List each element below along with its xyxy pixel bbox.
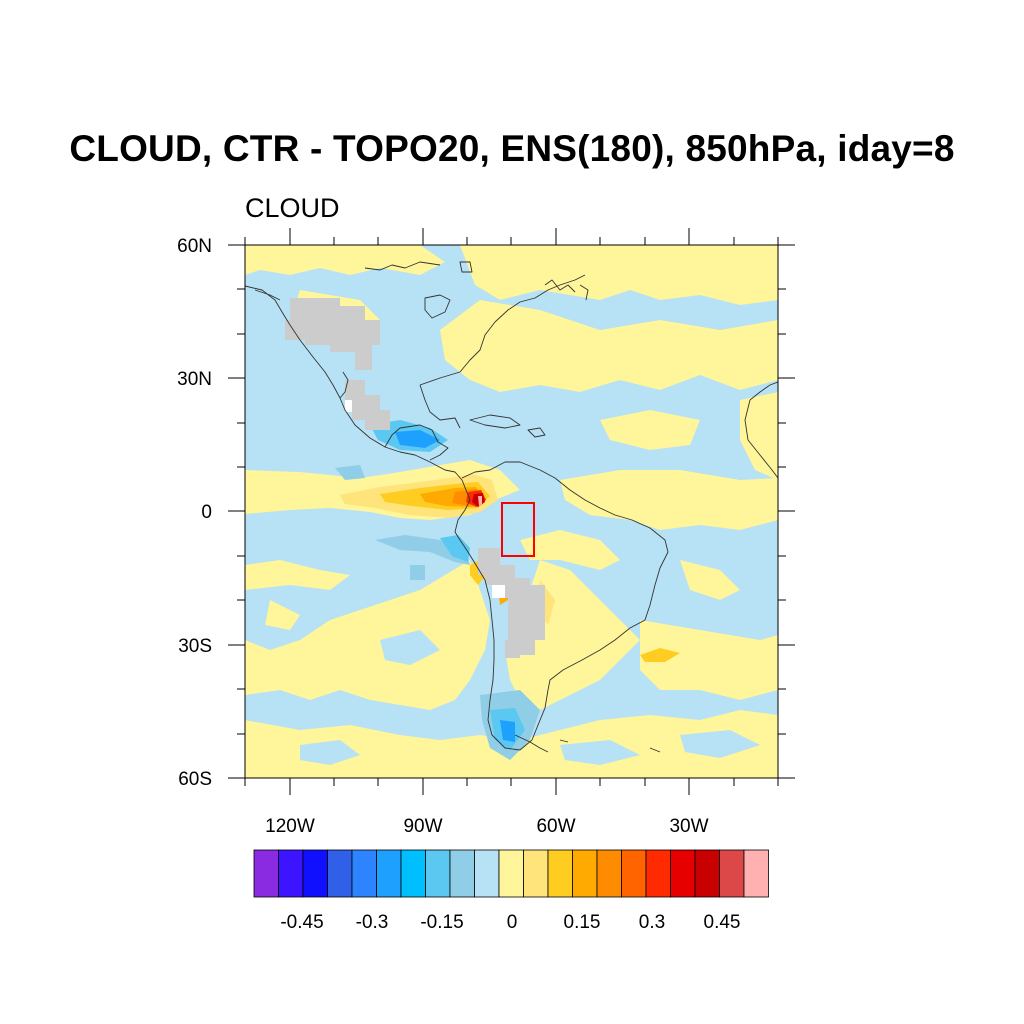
colorbar-box — [670, 849, 696, 898]
colorbar-labels: -0.45 -0.3 -0.15 0 0.15 0.3 0.45 — [280, 912, 740, 933]
lat-label-30n: 30N — [177, 369, 212, 390]
colorbar-box — [547, 849, 573, 898]
colorbar-box — [719, 849, 745, 898]
highlight-box — [501, 502, 535, 557]
colorbar-label: -0.15 — [420, 912, 463, 933]
lat-label-60s: 60S — [178, 769, 212, 790]
colorbar-box — [621, 849, 647, 898]
colorbar-box — [302, 849, 328, 898]
colorbar-box — [596, 849, 622, 898]
colorbar-label: 0.45 — [704, 912, 741, 933]
lon-label-30w: 30W — [669, 816, 708, 837]
lat-label-eq: 0 — [201, 502, 212, 523]
lon-labels: 120W 90W 60W 30W — [265, 816, 708, 837]
panel-subtitle: CLOUD — [245, 193, 340, 223]
negative-strong — [335, 420, 540, 760]
colorbar-box — [572, 849, 598, 898]
colorbar-box — [278, 849, 304, 898]
coastlines — [245, 261, 778, 753]
colorbar-label: -0.45 — [280, 912, 323, 933]
map-field — [245, 245, 778, 778]
colorbar-label: -0.3 — [356, 912, 389, 933]
positive-strong — [340, 474, 680, 662]
colorbar-label: 0.15 — [564, 912, 601, 933]
masked-holes — [345, 400, 505, 598]
colorbar-box — [449, 849, 475, 898]
masked-topography — [285, 298, 545, 658]
colorbar-box — [351, 849, 377, 898]
colorbar-box — [376, 849, 402, 898]
colorbar-box — [253, 849, 279, 898]
figure-title: CLOUD, CTR - TOPO20, ENS(180), 850hPa, i… — [69, 128, 955, 169]
lon-label-120w: 120W — [265, 816, 315, 837]
axis-ticks — [228, 228, 795, 795]
colorbar — [253, 849, 769, 898]
lat-label-30s: 30S — [178, 636, 212, 657]
lat-labels: 60N 30N 0 30S 60S — [177, 236, 212, 790]
colorbar-box — [327, 849, 353, 898]
colorbar-label: 0.3 — [639, 912, 665, 933]
colorbar-label: 0 — [507, 912, 518, 933]
colorbar-box — [523, 849, 549, 898]
colorbar-box — [425, 849, 451, 898]
lon-label-60w: 60W — [536, 816, 575, 837]
lon-label-90w: 90W — [403, 816, 442, 837]
colorbar-box — [400, 849, 426, 898]
colorbar-box — [474, 849, 500, 898]
colorbar-box — [694, 849, 720, 898]
colorbar-box — [498, 849, 524, 898]
colorbar-box — [743, 849, 769, 898]
negative-cloud-regions — [300, 630, 760, 765]
colorbar-box — [645, 849, 671, 898]
lat-label-60n: 60N — [177, 236, 212, 257]
